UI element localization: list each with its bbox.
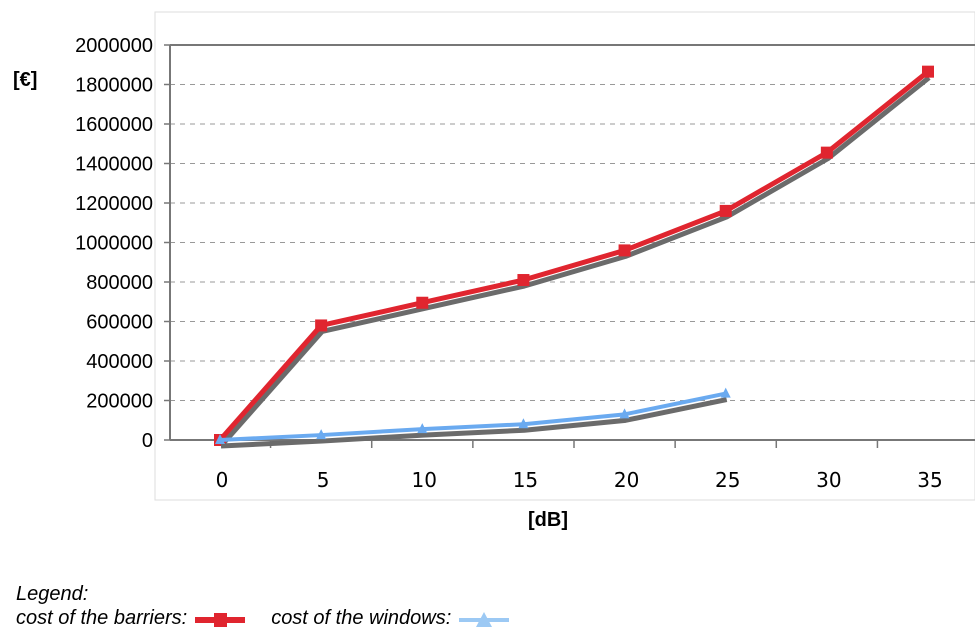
x-tick-label: 35 — [917, 468, 942, 492]
y-tick-label: 1000000 — [75, 233, 153, 255]
data-point — [517, 274, 530, 287]
legend-label-barriers: cost of the barriers: — [16, 607, 188, 629]
y-tick-labels: 0 200000 400000 600000 800000 1000000 1200000 1… — [75, 35, 153, 452]
data-point — [215, 434, 225, 444]
triangle-marker-icon — [459, 612, 510, 627]
series-group — [214, 65, 934, 449]
y-tick-label: 1200000 — [75, 193, 153, 215]
x-tick-label: 0 — [216, 468, 229, 492]
y-tick-label: 2000000 — [75, 35, 153, 57]
y-tick-label: 600000 — [86, 312, 153, 334]
gridlines — [170, 84, 975, 401]
data-point — [417, 423, 428, 434]
x-tick-label: 30 — [816, 468, 841, 492]
y-tick-label: 400000 — [86, 351, 153, 373]
y-tick-label: 200000 — [86, 391, 153, 413]
y-tick-label: 1600000 — [75, 114, 153, 136]
data-point — [820, 146, 833, 159]
legend-items: cost of the barriers: cost of the window… — [16, 606, 535, 630]
x-tick-label: 20 — [614, 468, 639, 492]
data-point — [416, 296, 429, 309]
square-marker-icon — [195, 613, 246, 627]
x-tick-label: 15 — [513, 468, 538, 492]
x-axis-label: [dB] — [528, 509, 568, 531]
y-tick-label: 1400000 — [75, 154, 153, 176]
data-point — [618, 244, 631, 257]
legend-swatch-windows — [459, 610, 510, 627]
data-point — [316, 429, 327, 440]
data-point — [619, 408, 630, 419]
x-tick-label: 10 — [412, 468, 437, 492]
series-shadow — [220, 397, 728, 449]
series-shadow — [219, 75, 931, 448]
legend-swatch-barriers — [195, 610, 246, 627]
legend: Legend: cost of the barriers: cost of th… — [16, 582, 535, 630]
x-tick-label: 5 — [317, 468, 330, 492]
legend-label-windows: cost of the windows: — [271, 607, 452, 629]
series-line — [218, 69, 930, 442]
data-point — [922, 65, 934, 78]
data-point — [315, 319, 328, 332]
y-tick-label: 0 — [142, 430, 153, 452]
y-tick-label: 800000 — [86, 272, 153, 294]
x-tick-labels: 0 5 10 15 20 25 30 35 — [216, 468, 943, 492]
legend-title: Legend: — [16, 583, 89, 605]
y-axis-label: [€] — [13, 69, 37, 91]
data-point — [719, 204, 732, 217]
y-tick-label: 1800000 — [75, 75, 153, 97]
series-line — [219, 391, 727, 442]
data-point — [720, 387, 731, 398]
x-tick-label: 25 — [715, 468, 740, 492]
data-point — [518, 418, 529, 429]
